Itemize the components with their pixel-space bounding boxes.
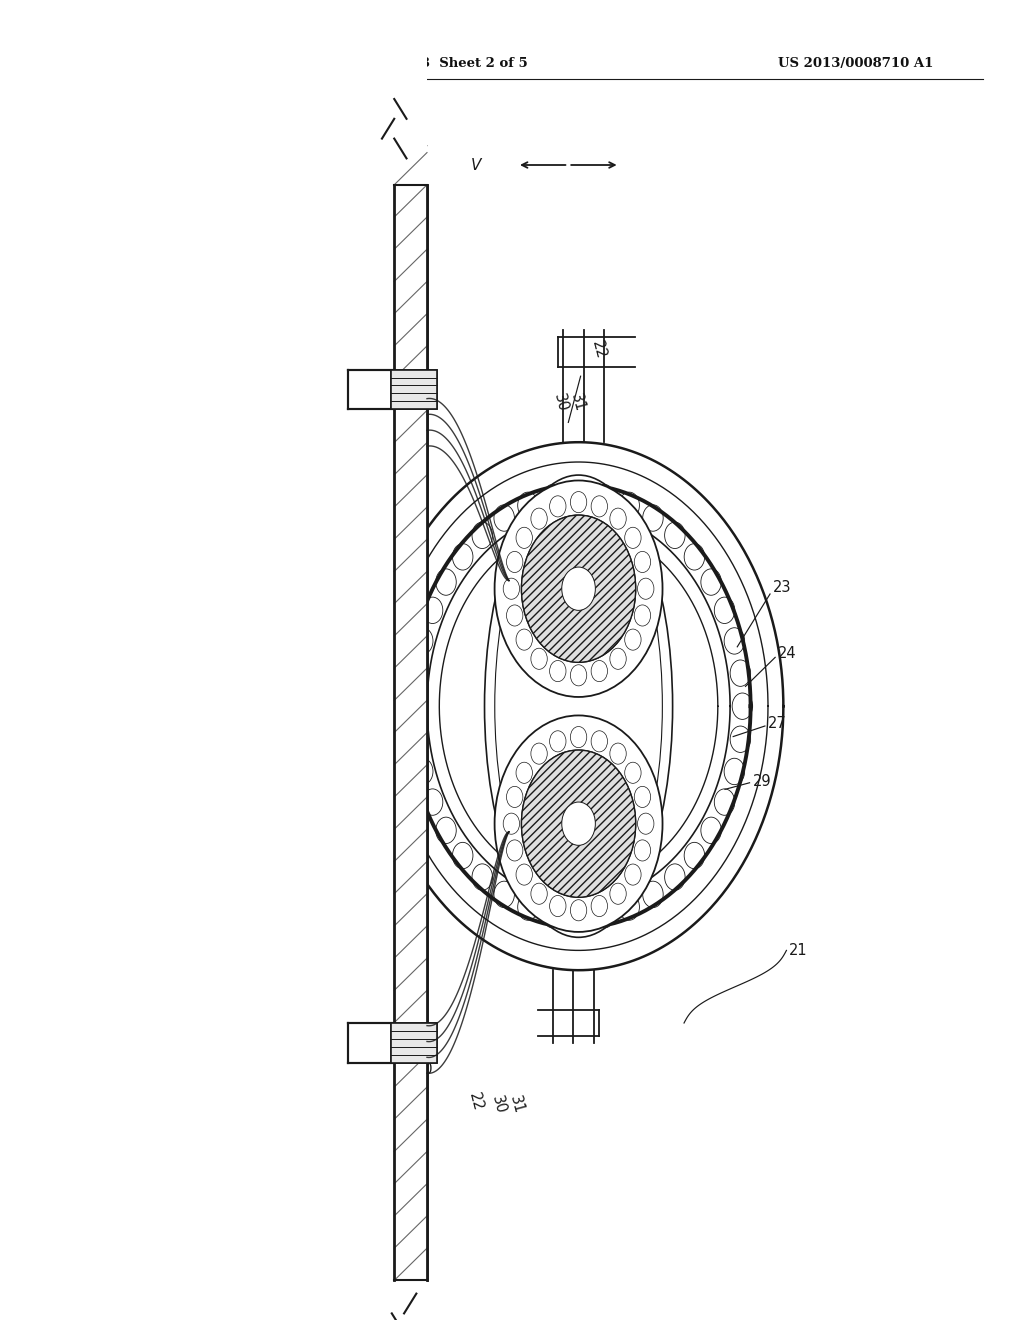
Circle shape [562,568,595,610]
Text: US 2013/0008710 A1: US 2013/0008710 A1 [778,57,934,70]
Text: 10: 10 [207,276,225,292]
Text: Patent Application Publication: Patent Application Publication [72,57,298,70]
Polygon shape [391,1023,437,1063]
Polygon shape [391,370,437,409]
Text: 51: 51 [248,942,266,958]
Text: 11: 11 [379,315,397,331]
Text: 22: 22 [589,339,608,360]
Circle shape [521,750,636,898]
Text: 22: 22 [466,1092,485,1113]
Text: 30: 30 [489,1094,509,1115]
Text: 55: 55 [253,375,271,391]
Text: 21: 21 [788,942,807,958]
Circle shape [521,515,636,663]
Polygon shape [0,0,427,1320]
Circle shape [562,803,595,845]
Circle shape [495,480,663,697]
Text: 55: 55 [246,1019,264,1035]
Text: V: V [471,157,481,173]
Polygon shape [391,1023,437,1063]
Text: 23: 23 [773,579,792,595]
Text: 52: 52 [227,566,246,582]
Text: 27: 27 [768,715,786,731]
Text: 57: 57 [268,649,287,665]
Text: 24: 24 [778,645,797,661]
Circle shape [521,750,636,898]
Text: 31: 31 [507,1094,526,1115]
Circle shape [521,515,636,663]
Text: 29: 29 [753,774,771,789]
Text: 31: 31 [568,392,588,413]
Text: 30: 30 [551,392,570,413]
Polygon shape [391,370,437,409]
Text: FIG. 2: FIG. 2 [143,731,225,760]
Text: 50: 50 [415,1061,433,1077]
Circle shape [495,715,663,932]
Text: Jan. 10, 2013  Sheet 2 of 5: Jan. 10, 2013 Sheet 2 of 5 [332,57,528,70]
